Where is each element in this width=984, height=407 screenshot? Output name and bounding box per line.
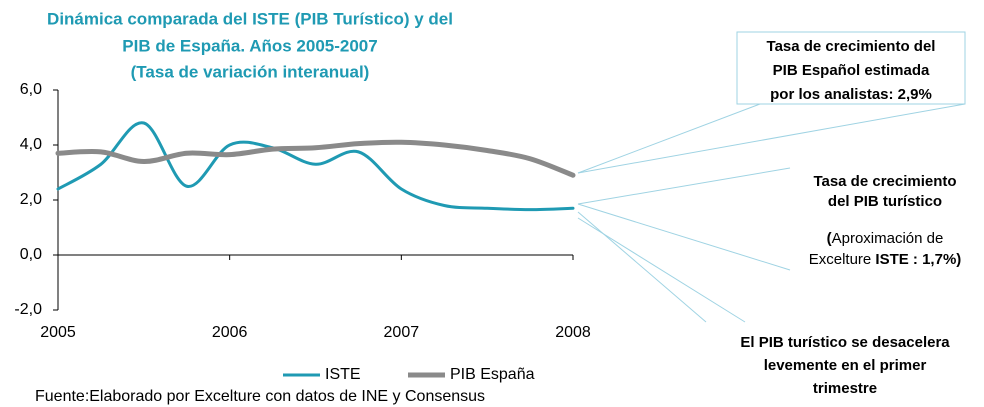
x-tick-label: 2007 xyxy=(384,324,420,341)
x-tick-label: 2005 xyxy=(40,324,76,341)
callout-line xyxy=(577,103,966,174)
annotation-run: ISTE : 1,7%) xyxy=(875,251,961,268)
annotation-text: Tasa de crecimiento del xyxy=(767,38,936,55)
annotation-run: del PIB turístico xyxy=(828,193,942,210)
y-tick-label: 6,0 xyxy=(20,81,42,98)
callout-line xyxy=(577,167,791,205)
annotation-run: Tasa de crecimiento del xyxy=(767,38,936,55)
callout-line xyxy=(577,217,746,323)
annotation-text: levemente en el primer xyxy=(764,357,927,374)
annotation-text: por los analistas: 2,9% xyxy=(770,86,932,103)
callout-line xyxy=(577,211,707,323)
chart-title: PIB de España. Años 2005-2007 xyxy=(122,36,377,55)
y-tick-label: 0,0 xyxy=(20,246,42,263)
chart-title: Dinámica comparada del ISTE (PIB Turísti… xyxy=(47,9,453,28)
annotation-box xyxy=(736,31,966,105)
series-line xyxy=(56,121,575,212)
legend-label: ISTE xyxy=(325,366,361,383)
callout-line xyxy=(577,203,791,271)
annotation-text: del PIB turístico xyxy=(828,193,942,210)
y-tick-label: 2,0 xyxy=(20,191,42,208)
y-tick-label: 4,0 xyxy=(20,136,42,153)
annotation-run: Excelture xyxy=(809,251,876,268)
x-tick-label: 2008 xyxy=(555,324,591,341)
series-line xyxy=(55,139,576,178)
chart-title: (Tasa de variación interanual) xyxy=(131,62,370,81)
annotation-run: trimestre xyxy=(813,380,877,397)
annotation-text: PIB Español estimada xyxy=(773,62,930,79)
annotation-text: Tasa de crecimiento xyxy=(813,173,956,190)
annotation-run: El PIB turístico se desacelera xyxy=(740,334,950,351)
annotation-run: Tasa de crecimiento xyxy=(813,173,956,190)
annotation-text: El PIB turístico se desacelera xyxy=(740,334,950,351)
annotation-run: levemente en el primer xyxy=(764,357,927,374)
callout-line xyxy=(577,103,761,174)
annotation-text: trimestre xyxy=(813,380,877,397)
annotation-text: Excelture ISTE : 1,7%) xyxy=(809,251,962,268)
y-tick-label: -2,0 xyxy=(14,301,42,318)
annotation-run: PIB Español estimada xyxy=(773,62,930,79)
source-note: Fuente:Elaborado por Excelture con datos… xyxy=(35,388,485,405)
annotation-run: Aproximación de xyxy=(832,230,944,247)
x-tick-label: 2006 xyxy=(212,324,248,341)
annotation-run: por los analistas: 2,9% xyxy=(770,86,932,103)
annotation-text: (Aproximación de xyxy=(827,230,944,247)
legend-label: PIB España xyxy=(450,366,535,383)
annotation-run: ( xyxy=(827,230,832,247)
